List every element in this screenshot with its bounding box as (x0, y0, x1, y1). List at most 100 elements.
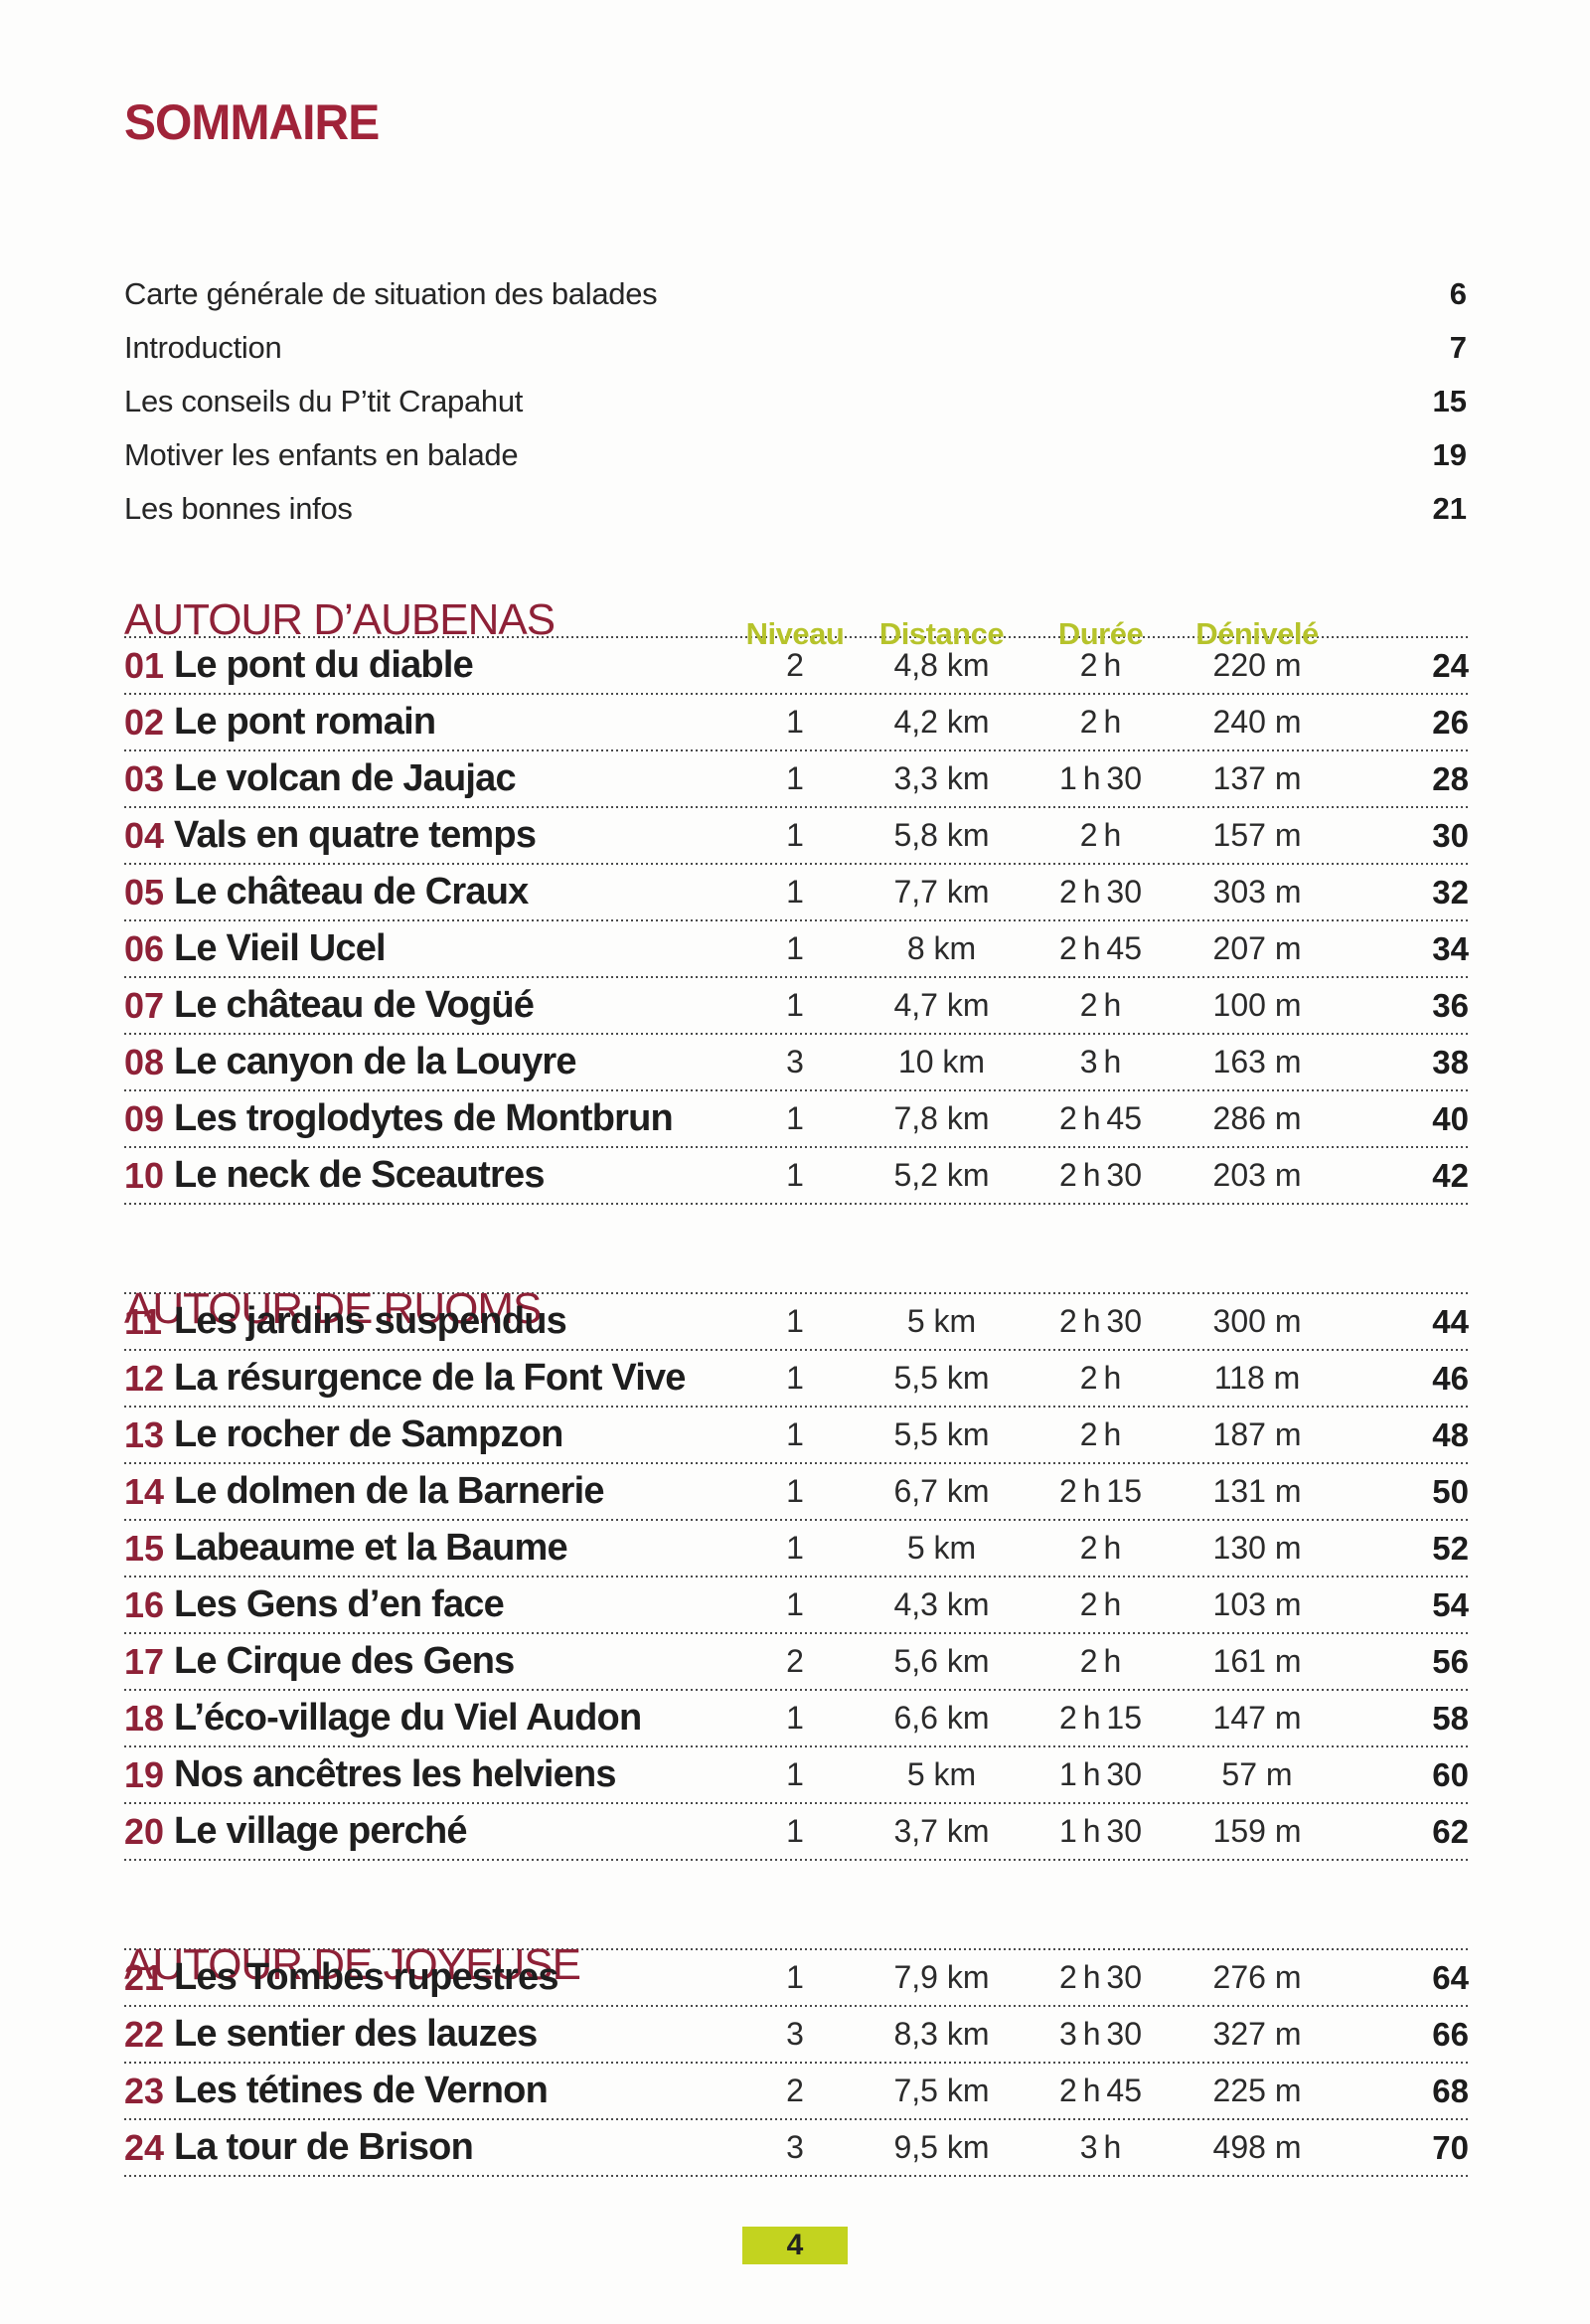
route-denivele: 131 m (1212, 1473, 1302, 1509)
route-title: Le Vieil Ucel (174, 927, 387, 969)
column-header-niveau: Niveau (745, 616, 845, 652)
route-title: Le dolmen de la Barnerie (174, 1470, 605, 1512)
route-page: 38 (1432, 1043, 1469, 1080)
route-duree: 2 h (1079, 1360, 1122, 1396)
intro-item-page: 19 (1432, 437, 1467, 472)
dotted-divider (124, 636, 1469, 638)
route-number: 19 (124, 1753, 165, 1795)
route-title: Le canyon de la Louyre (174, 1041, 577, 1082)
route-niveau: 1 (786, 1100, 804, 1136)
route-distance: 3,7 km (893, 1813, 990, 1849)
route-niveau: 1 (786, 874, 804, 910)
route-page: 40 (1432, 1099, 1469, 1137)
route-row: 12 La résurgence de la Font Vive 1 5,5 k… (124, 1351, 1469, 1406)
route-row: 14 Le dolmen de la Barnerie 1 6,7 km 2 h… (124, 1464, 1469, 1519)
route-number: 06 (124, 927, 165, 969)
route-niveau: 1 (786, 1157, 804, 1193)
intro-item: Motiver les enfants en balade 19 (124, 428, 1469, 482)
route-duree: 3 h 30 (1059, 2016, 1142, 2052)
route-number: 11 (124, 1300, 163, 1342)
route-page: 70 (1432, 2128, 1469, 2166)
route-distance: 5,6 km (893, 1643, 990, 1679)
section-title: AUTOUR DE JOYEUSE (124, 1939, 581, 1989)
route-duree: 1 h 30 (1059, 1813, 1142, 1849)
dotted-divider (124, 2118, 1469, 2120)
route-section: AUTOUR D’AUBENAS Niveau Distance Durée D… (124, 562, 1469, 1205)
route-page: 60 (1432, 1755, 1469, 1793)
route-title: Nos ancêtres les helviens (174, 1753, 616, 1795)
route-denivele: 240 m (1212, 704, 1302, 740)
route-title: Le pont du diable (174, 644, 474, 686)
route-number: 04 (124, 814, 165, 856)
route-row: 06 Le Vieil Ucel 1 8 km 2 h 45 207 m 34 (124, 921, 1469, 976)
route-denivele: 276 m (1212, 1959, 1302, 1995)
route-denivele: 103 m (1212, 1586, 1302, 1622)
page-title: SOMMAIRE (124, 94, 380, 150)
route-number: 01 (124, 644, 165, 686)
route-page: 64 (1432, 1958, 1469, 1996)
route-number: 15 (124, 1527, 165, 1569)
route-duree: 3 h (1079, 1044, 1122, 1079)
route-denivele: 187 m (1212, 1416, 1302, 1452)
route-row: 10 Le neck de Sceautres 1 5,2 km 2 h 30 … (124, 1148, 1469, 1203)
dotted-divider (124, 806, 1469, 808)
route-denivele: 220 m (1212, 647, 1302, 683)
route-duree: 2 h 30 (1059, 1303, 1142, 1339)
route-distance: 8,3 km (893, 2016, 990, 2052)
route-denivele: 498 m (1212, 2129, 1302, 2165)
section-header-row: AUTOUR D’AUBENAS Niveau Distance Durée D… (124, 562, 1469, 651)
route-niveau: 1 (786, 987, 804, 1023)
route-page: 62 (1432, 1812, 1469, 1850)
intro-item-page: 21 (1432, 491, 1467, 526)
route-page: 24 (1432, 646, 1469, 684)
route-title: Les troglodytes de Montbrun (174, 1097, 674, 1139)
route-distance: 9,5 km (893, 2129, 990, 2165)
intro-item: Les bonnes infos 21 (124, 482, 1469, 536)
intro-item-page: 7 (1449, 330, 1467, 365)
route-distance: 4,3 km (893, 1586, 990, 1622)
route-distance: 5 km (906, 1303, 977, 1339)
route-page: 58 (1432, 1699, 1469, 1737)
route-row: 02 Le pont romain 1 4,2 km 2 h 240 m 26 (124, 695, 1469, 749)
route-niveau: 1 (786, 1360, 804, 1396)
section-rows: 11 Les jardins suspendus 1 5 km 2 h 30 3… (124, 1294, 1469, 1861)
section-title: AUTOUR D’AUBENAS (124, 594, 556, 644)
route-distance: 10 km (897, 1044, 986, 1079)
route-page: 66 (1432, 2015, 1469, 2053)
route-niveau: 1 (786, 1813, 804, 1849)
dotted-divider (124, 1632, 1469, 1634)
route-distance: 4,8 km (893, 647, 990, 683)
route-niveau: 1 (786, 1530, 804, 1566)
route-row: 21 Les Tombes rupestres 1 7,9 km 2 h 30 … (124, 1950, 1469, 2005)
route-niveau: 2 (786, 2073, 804, 2108)
intro-item-page: 6 (1449, 276, 1467, 311)
route-number: 08 (124, 1041, 165, 1082)
route-niveau: 3 (786, 1044, 804, 1079)
route-number: 22 (124, 2013, 165, 2055)
route-duree: 1 h 30 (1059, 760, 1142, 796)
route-row: 17 Le Cirque des Gens 2 5,6 km 2 h 161 m… (124, 1634, 1469, 1689)
route-distance: 7,8 km (893, 1100, 990, 1136)
route-page: 48 (1432, 1415, 1469, 1453)
route-title: Le volcan de Jaujac (174, 757, 517, 799)
dotted-divider (124, 919, 1469, 921)
route-page: 32 (1432, 873, 1469, 911)
route-duree: 2 h (1079, 987, 1122, 1023)
route-niveau: 1 (786, 817, 804, 853)
route-distance: 8 km (906, 930, 977, 966)
route-title: Le château de Vogüé (174, 984, 535, 1026)
route-page: 34 (1432, 929, 1469, 967)
intro-item-label: Les conseils du P’tit Crapahut (124, 384, 524, 418)
route-number: 21 (124, 1956, 165, 1998)
route-niveau: 1 (786, 704, 804, 740)
route-denivele: 207 m (1212, 930, 1302, 966)
dotted-divider (124, 1292, 1469, 1294)
dotted-divider (124, 1349, 1469, 1351)
route-title: La tour de Brison (174, 2126, 474, 2168)
route-page: 68 (1432, 2072, 1469, 2109)
route-title: Vals en quatre temps (174, 814, 537, 856)
route-duree: 2 h 45 (1059, 1100, 1142, 1136)
route-niveau: 1 (786, 1756, 804, 1792)
route-title: Les Gens d’en face (174, 1583, 505, 1625)
route-niveau: 2 (786, 647, 804, 683)
